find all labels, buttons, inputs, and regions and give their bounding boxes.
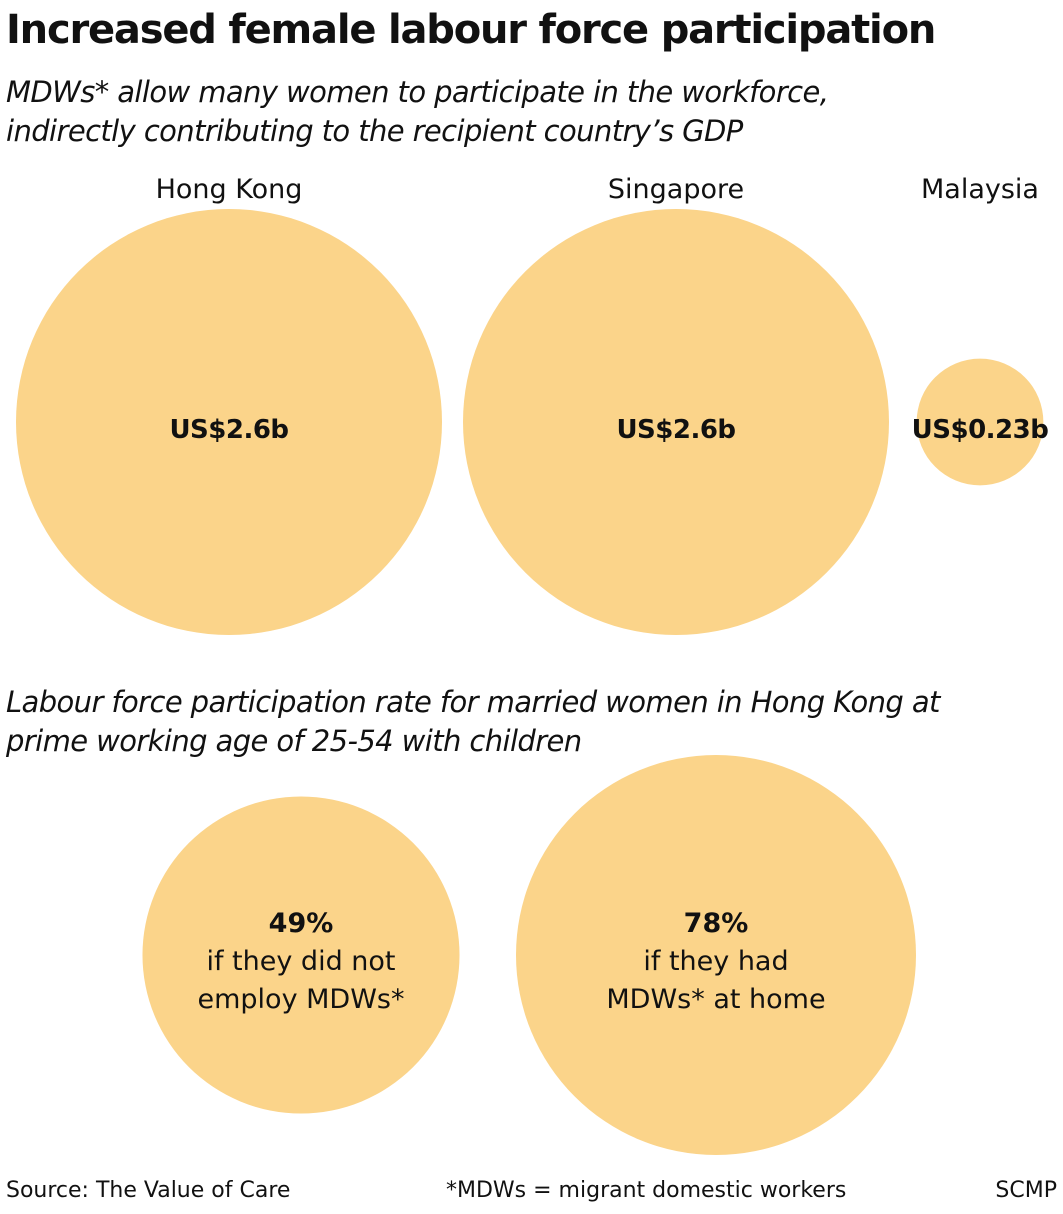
value-label-rate-0: 49% [269, 908, 334, 939]
value-label-hong-kong: US$2.6b [169, 415, 288, 445]
category-label-rate-1-line-1: if they had [643, 946, 788, 977]
category-label-rate-0-line-1: if they did not [206, 946, 395, 977]
value-label-singapore: US$2.6b [616, 415, 735, 445]
category-label-malaysia: Malaysia [921, 174, 1039, 205]
bubble-hong-kong [16, 209, 442, 635]
credit: SCMP [995, 1178, 1057, 1203]
participation-subtitle-line-2: prime working age of 25-54 with children [6, 724, 582, 758]
gdp-subtitle-line-2: indirectly contributing to the recipient… [6, 114, 743, 148]
source-note: Source: The Value of Care [6, 1178, 291, 1203]
gdp-subtitle-line-1: MDWs* allow many women to participate in… [6, 75, 829, 109]
category-label-singapore: Singapore [608, 174, 744, 205]
bubble-rate-0 [142, 796, 460, 1114]
footnote: *MDWs = migrant domestic workers [446, 1178, 847, 1203]
bubble-malaysia [916, 358, 1044, 486]
value-label-malaysia: US$0.23b [912, 415, 1049, 445]
value-label-rate-1: 78% [684, 908, 749, 939]
chart-title: Increased female labour force participat… [6, 7, 936, 53]
category-label-rate-0-line-2: employ MDWs* [198, 984, 405, 1015]
bubble-singapore [463, 209, 889, 635]
bubble-rate-1 [516, 755, 916, 1155]
category-label-hong-kong: Hong Kong [156, 174, 303, 205]
category-label-rate-1-line-2: MDWs* at home [606, 984, 825, 1015]
participation-subtitle-line-1: Labour force participation rate for marr… [6, 685, 940, 719]
